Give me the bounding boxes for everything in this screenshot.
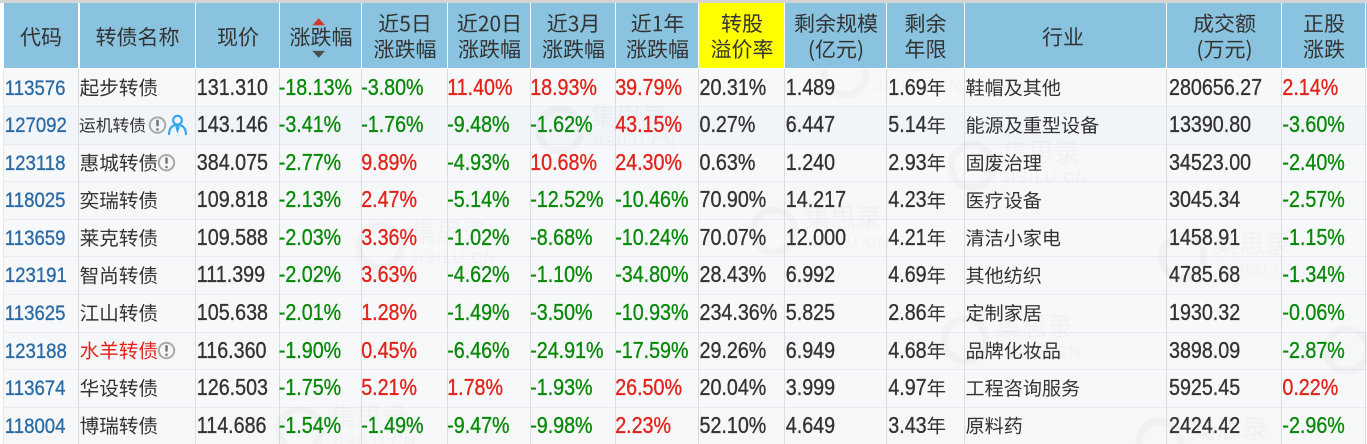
svg-text:JISILU.CN: JISILU.CN [590, 134, 677, 151]
svg-text:JISILU.CN: JISILU.CN [1002, 170, 1089, 187]
svg-text:JISILU.CN: JISILU.CN [1213, 261, 1300, 278]
svg-text:JISILU.CN: JISILU.CN [410, 250, 497, 267]
svg-text:JISILU.CN: JISILU.CN [804, 235, 891, 252]
svg-text:JISILU.CN: JISILU.CN [875, 78, 962, 95]
svg-text:JISILU.CN: JISILU.CN [330, 434, 417, 444]
